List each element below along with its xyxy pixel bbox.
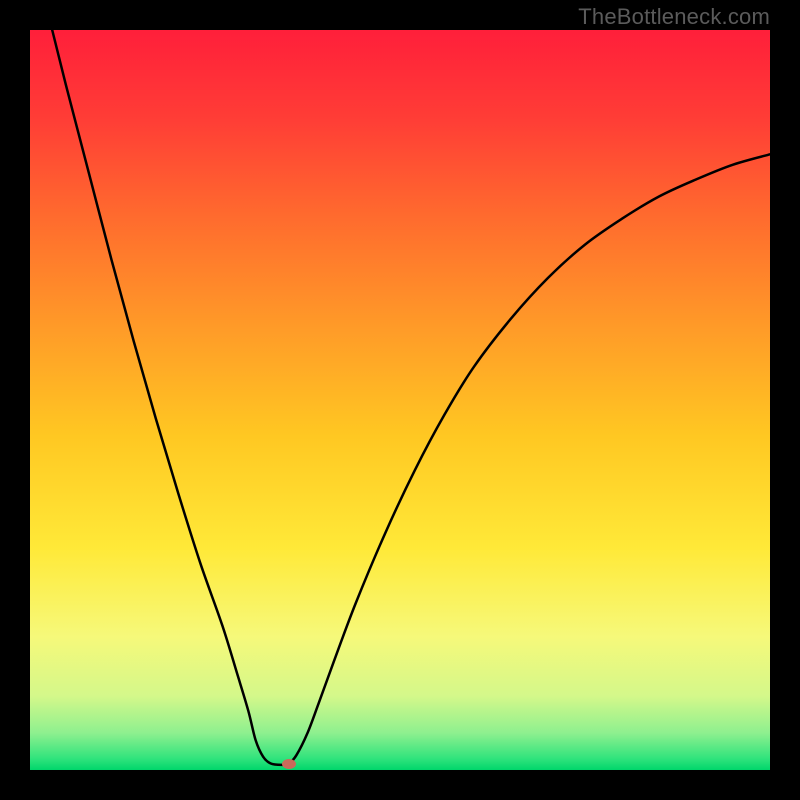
curve-layer — [30, 30, 770, 770]
plot-area — [30, 30, 770, 770]
chart-frame — [0, 0, 800, 800]
watermark-text: TheBottleneck.com — [578, 4, 770, 30]
bottleneck-curve — [52, 30, 770, 765]
optimum-marker — [282, 759, 296, 769]
